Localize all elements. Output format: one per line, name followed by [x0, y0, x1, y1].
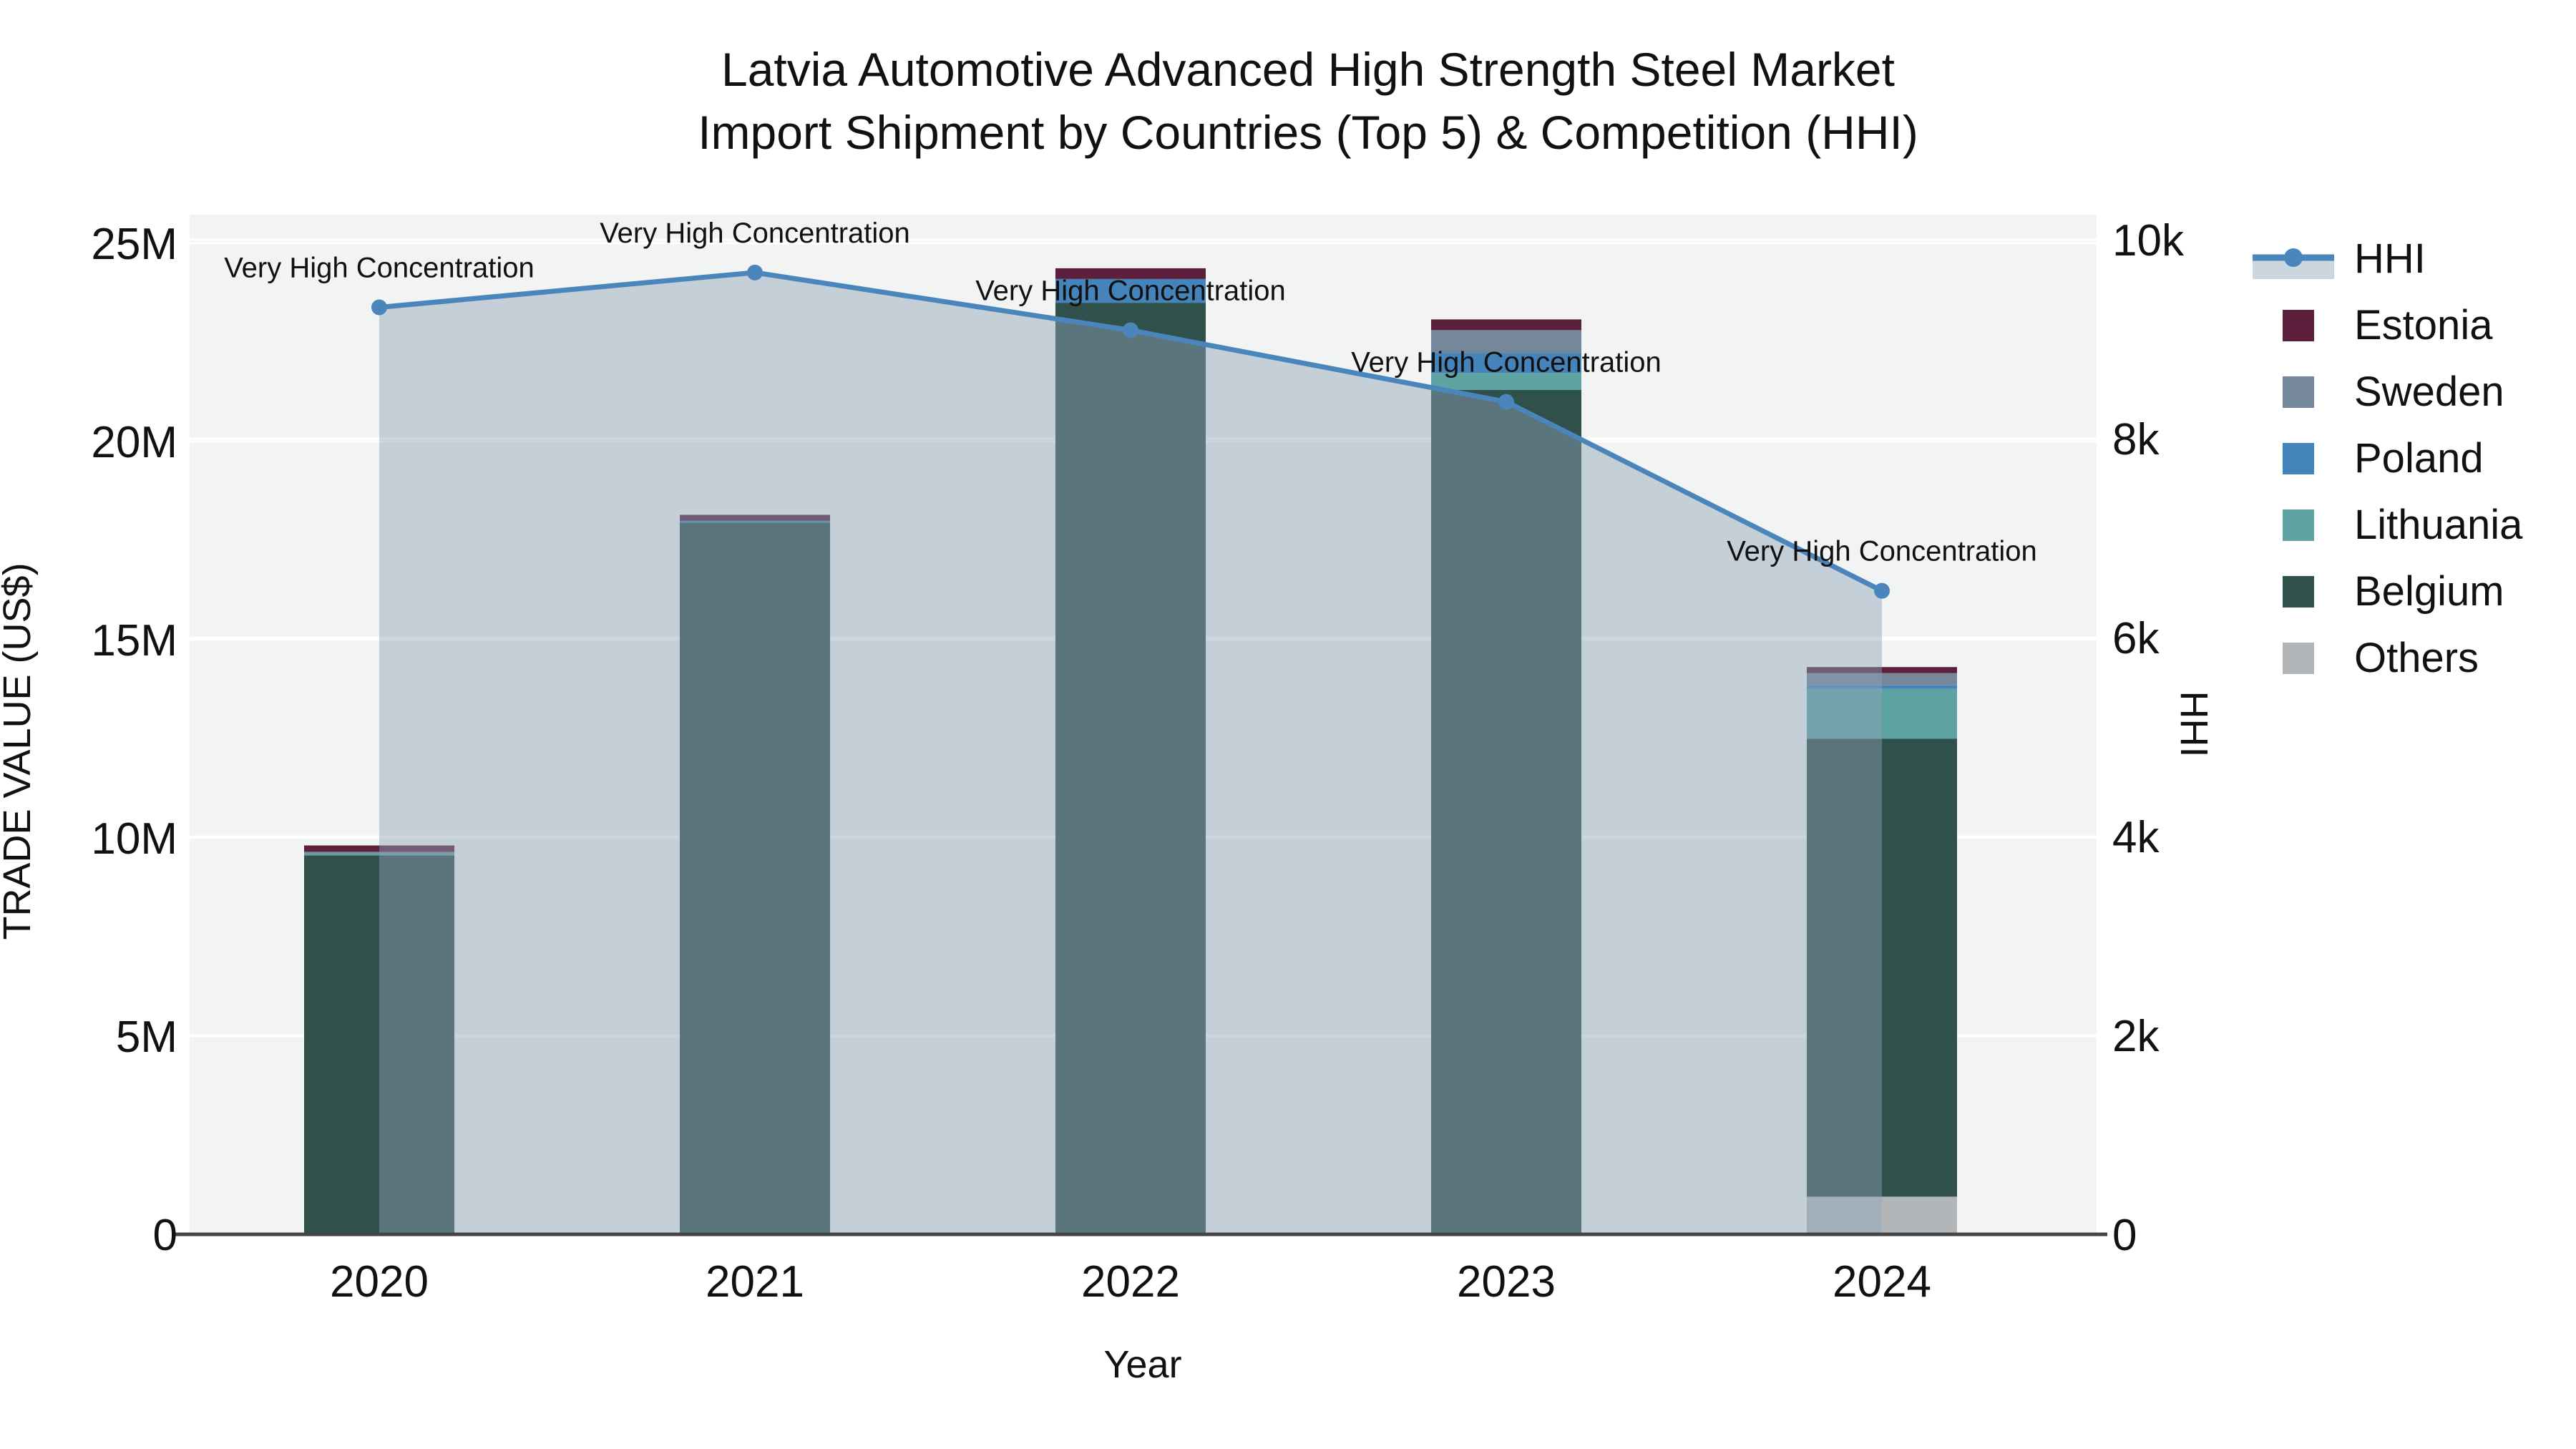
bar-segment-belgium-2021: [680, 522, 830, 1234]
legend-item-others[interactable]: Others: [2283, 635, 2479, 681]
bar-segment-poland-2023: [1431, 353, 1581, 374]
y-left-tick-20M: 20M: [91, 418, 177, 467]
legend-item-sweden[interactable]: Sweden: [2283, 369, 2504, 415]
y-right-tick-6k: 6k: [2112, 614, 2160, 663]
bar-segment-lithuania-2023: [1431, 373, 1581, 390]
bar-segment-estonia-2020: [304, 845, 454, 852]
legend-label-sweden: Sweden: [2354, 369, 2504, 415]
hhi-line-layer: [371, 264, 1890, 599]
bar-segment-lithuania-2024: [1807, 688, 1957, 739]
bars-layer: [304, 268, 1957, 1235]
legend-swatch-estonia: [2283, 310, 2314, 341]
bar-segment-poland-2021: [680, 520, 830, 523]
y-right-axis-title: HHI: [2172, 691, 2215, 758]
legend-layer: HHI Estonia Sweden Poland Lithuania Belgium Ot…: [2253, 235, 2523, 681]
hhi-area-layer: [379, 272, 1882, 1234]
annotation-2022: Very High Concentration: [975, 275, 1286, 306]
legend-label-lithuania: Lithuania: [2354, 502, 2523, 548]
legend-swatch-poland: [2283, 443, 2314, 474]
annotation-layer: Very High Concentration Very High Concent…: [224, 218, 2037, 567]
y-left-tick-0: 0: [153, 1211, 177, 1260]
hhi-marker-2023: [1498, 394, 1514, 410]
bar-segment-estonia-2023: [1431, 319, 1581, 331]
bar-segment-estonia-2021: [680, 514, 830, 521]
y-right-tick-10k: 10k: [2112, 216, 2185, 265]
legend-item-belgium[interactable]: Belgium: [2283, 568, 2504, 615]
y-left-tick-15M: 15M: [91, 616, 177, 665]
annotation-2020: Very High Concentration: [224, 253, 535, 284]
y-left-axis-title: TRADE VALUE (US$): [0, 562, 39, 940]
legend-hhi-marker-swatch: [2284, 248, 2303, 267]
legend-item-hhi[interactable]: HHI: [2253, 235, 2426, 282]
bar-segment-others-2024: [1807, 1196, 1957, 1234]
legend-label-belgium: Belgium: [2354, 568, 2504, 615]
bar-segment-belgium-2020: [304, 855, 454, 1234]
hhi-marker-2020: [371, 299, 387, 316]
hhi-marker-2022: [1123, 322, 1138, 338]
legend-label-others: Others: [2354, 635, 2479, 681]
y-right-tick-4k: 4k: [2112, 813, 2160, 862]
legend-label-estonia: Estonia: [2354, 302, 2493, 348]
y-right-tick-8k: 8k: [2112, 415, 2160, 464]
annotation-2023: Very High Concentration: [1351, 347, 1662, 379]
bar-segment-belgium-2024: [1807, 738, 1957, 1197]
legend-label-poland: Poland: [2354, 435, 2484, 482]
axes-layer: 0 5M 10M 15M 20M 25M 0 2k 4k 6k 8k 10k 2020 2021 2022 2…: [91, 216, 2185, 1307]
bar-segment-poland-2024: [1807, 685, 1957, 689]
chart-title-line2: Import Shipment by Countries (Top 5) & C…: [698, 106, 1918, 159]
bar-segment-estonia-2022: [1055, 268, 1206, 279]
x-axis-title: Year: [1103, 1343, 1181, 1386]
bar-segment-belgium-2023: [1431, 389, 1581, 1234]
y-left-tick-10M: 10M: [91, 814, 177, 864]
legend-swatch-lithuania: [2283, 509, 2314, 541]
chart-title-line1: Latvia Automotive Advanced High Strength…: [721, 43, 1895, 96]
bar-segment-belgium-2022: [1055, 303, 1206, 1235]
bar-segment-poland-2022: [1055, 278, 1206, 303]
y-left-tick-25M: 25M: [91, 220, 177, 269]
hhi-area-fill: [379, 272, 1882, 1234]
hhi-marker-2024: [1874, 582, 1890, 599]
legend-swatch-sweden: [2283, 376, 2314, 408]
bar-segment-sweden-2023: [1431, 330, 1581, 353]
hhi-marker-2021: [747, 264, 763, 280]
y-right-tick-2k: 2k: [2112, 1012, 2160, 1061]
legend-item-poland[interactable]: Poland: [2283, 435, 2484, 482]
bar-segment-lithuania-2020: [304, 853, 454, 856]
bar-segment-sweden-2020: [304, 852, 454, 854]
annotation-2021: Very High Concentration: [600, 218, 910, 249]
bar-segment-estonia-2024: [1807, 667, 1957, 673]
annotation-2024: Very High Concentration: [1727, 536, 2037, 567]
y-left-tick-5M: 5M: [116, 1013, 177, 1062]
bar-segment-sweden-2024: [1807, 673, 1957, 686]
legend-item-lithuania[interactable]: Lithuania: [2283, 502, 2523, 548]
x-tick-2024: 2024: [1833, 1257, 1931, 1307]
y-right-tick-0: 0: [2112, 1211, 2137, 1260]
x-tick-2023: 2023: [1457, 1257, 1556, 1307]
legend-label-hhi: HHI: [2354, 235, 2426, 282]
legend-swatch-belgium: [2283, 576, 2314, 608]
x-tick-2020: 2020: [330, 1257, 429, 1307]
legend-item-estonia[interactable]: Estonia: [2283, 302, 2493, 348]
x-tick-2021: 2021: [706, 1257, 804, 1307]
x-tick-2022: 2022: [1081, 1257, 1180, 1307]
legend-swatch-others: [2283, 643, 2314, 674]
